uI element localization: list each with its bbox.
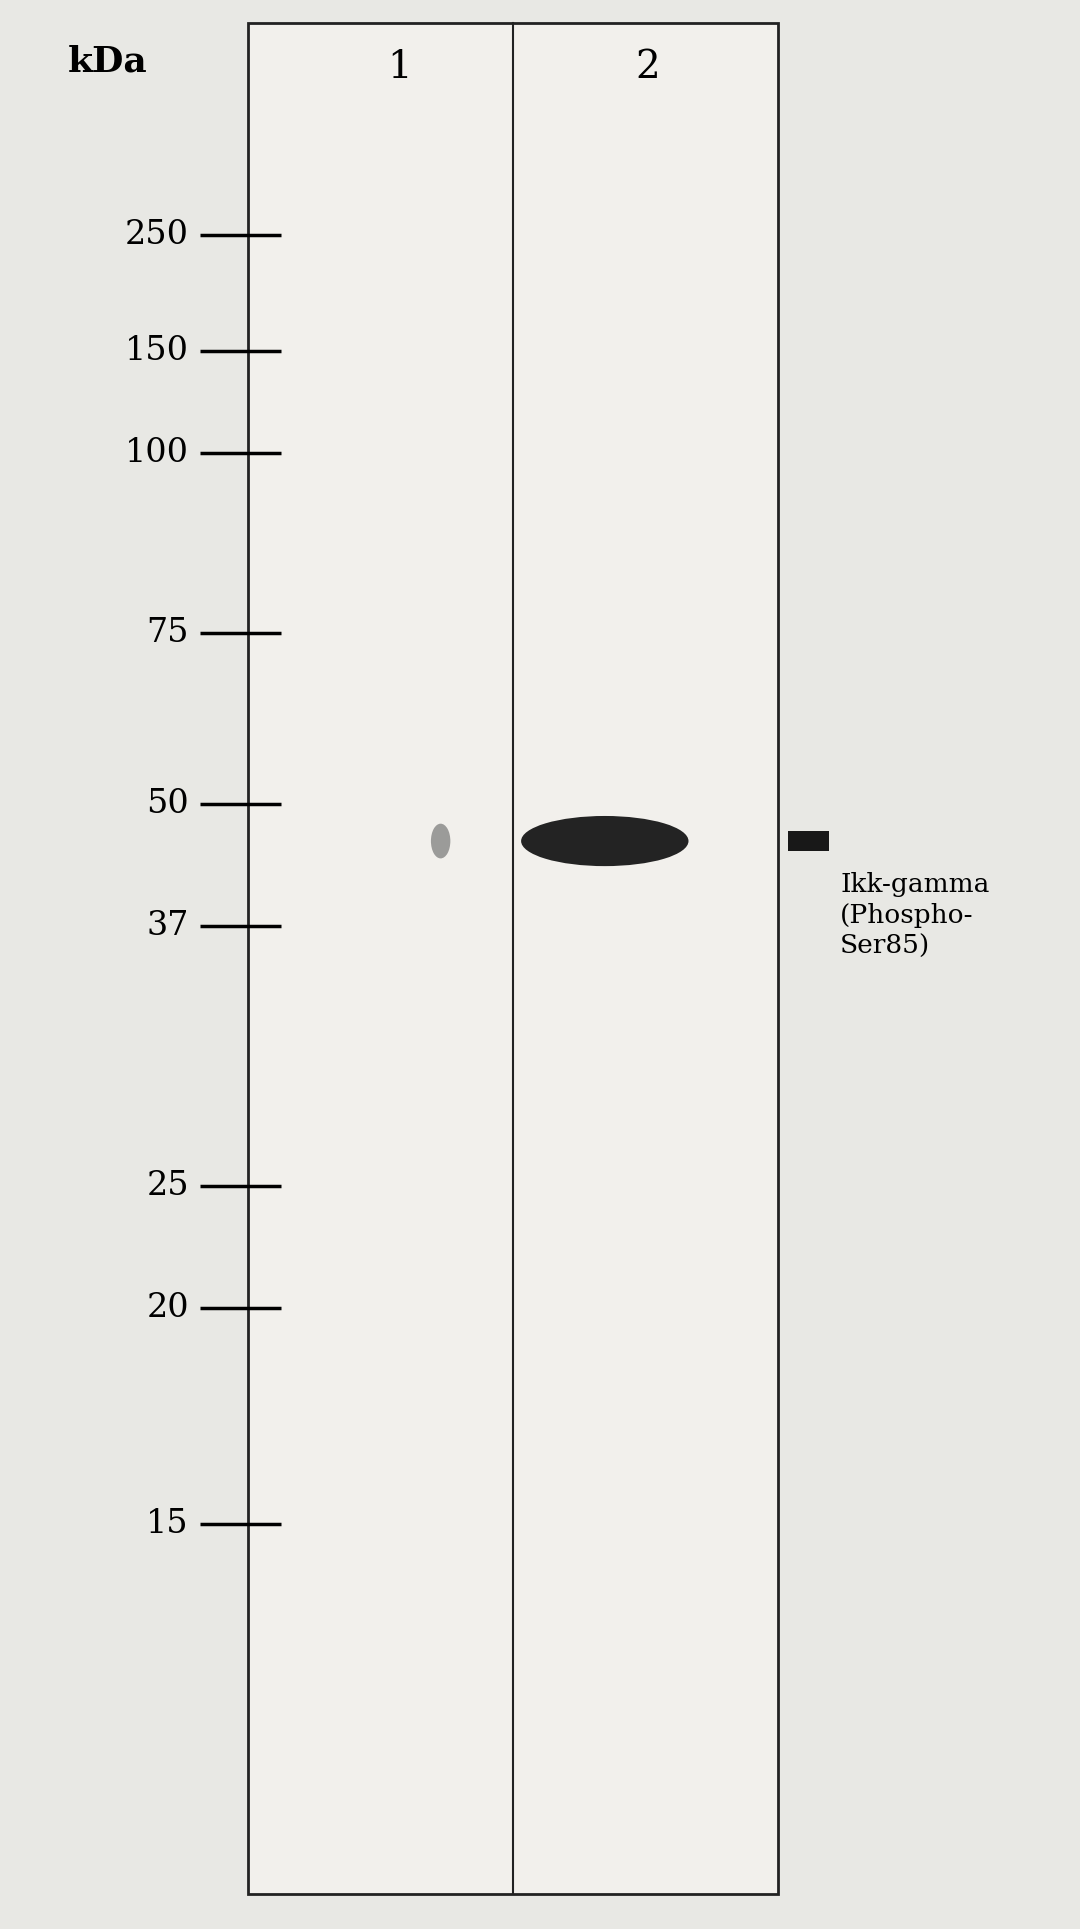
Text: 37: 37 (147, 910, 189, 941)
Bar (788, 831, 829, 851)
Text: 20: 20 (147, 1292, 189, 1323)
Text: 75: 75 (147, 617, 189, 648)
Text: 25: 25 (147, 1171, 189, 1202)
Text: 100: 100 (125, 438, 189, 469)
Text: kDa: kDa (68, 44, 148, 79)
Text: 1: 1 (388, 48, 411, 87)
Text: 150: 150 (125, 336, 189, 367)
Ellipse shape (431, 824, 450, 858)
Bar (248, 23, 778, 1894)
Text: 15: 15 (147, 1508, 189, 1539)
Text: 50: 50 (146, 789, 189, 820)
Ellipse shape (522, 816, 689, 866)
Text: 250: 250 (125, 220, 189, 251)
Text: 2: 2 (636, 48, 660, 87)
Text: Ikk-gamma
(Phospho-
Ser85): Ikk-gamma (Phospho- Ser85) (840, 872, 989, 959)
